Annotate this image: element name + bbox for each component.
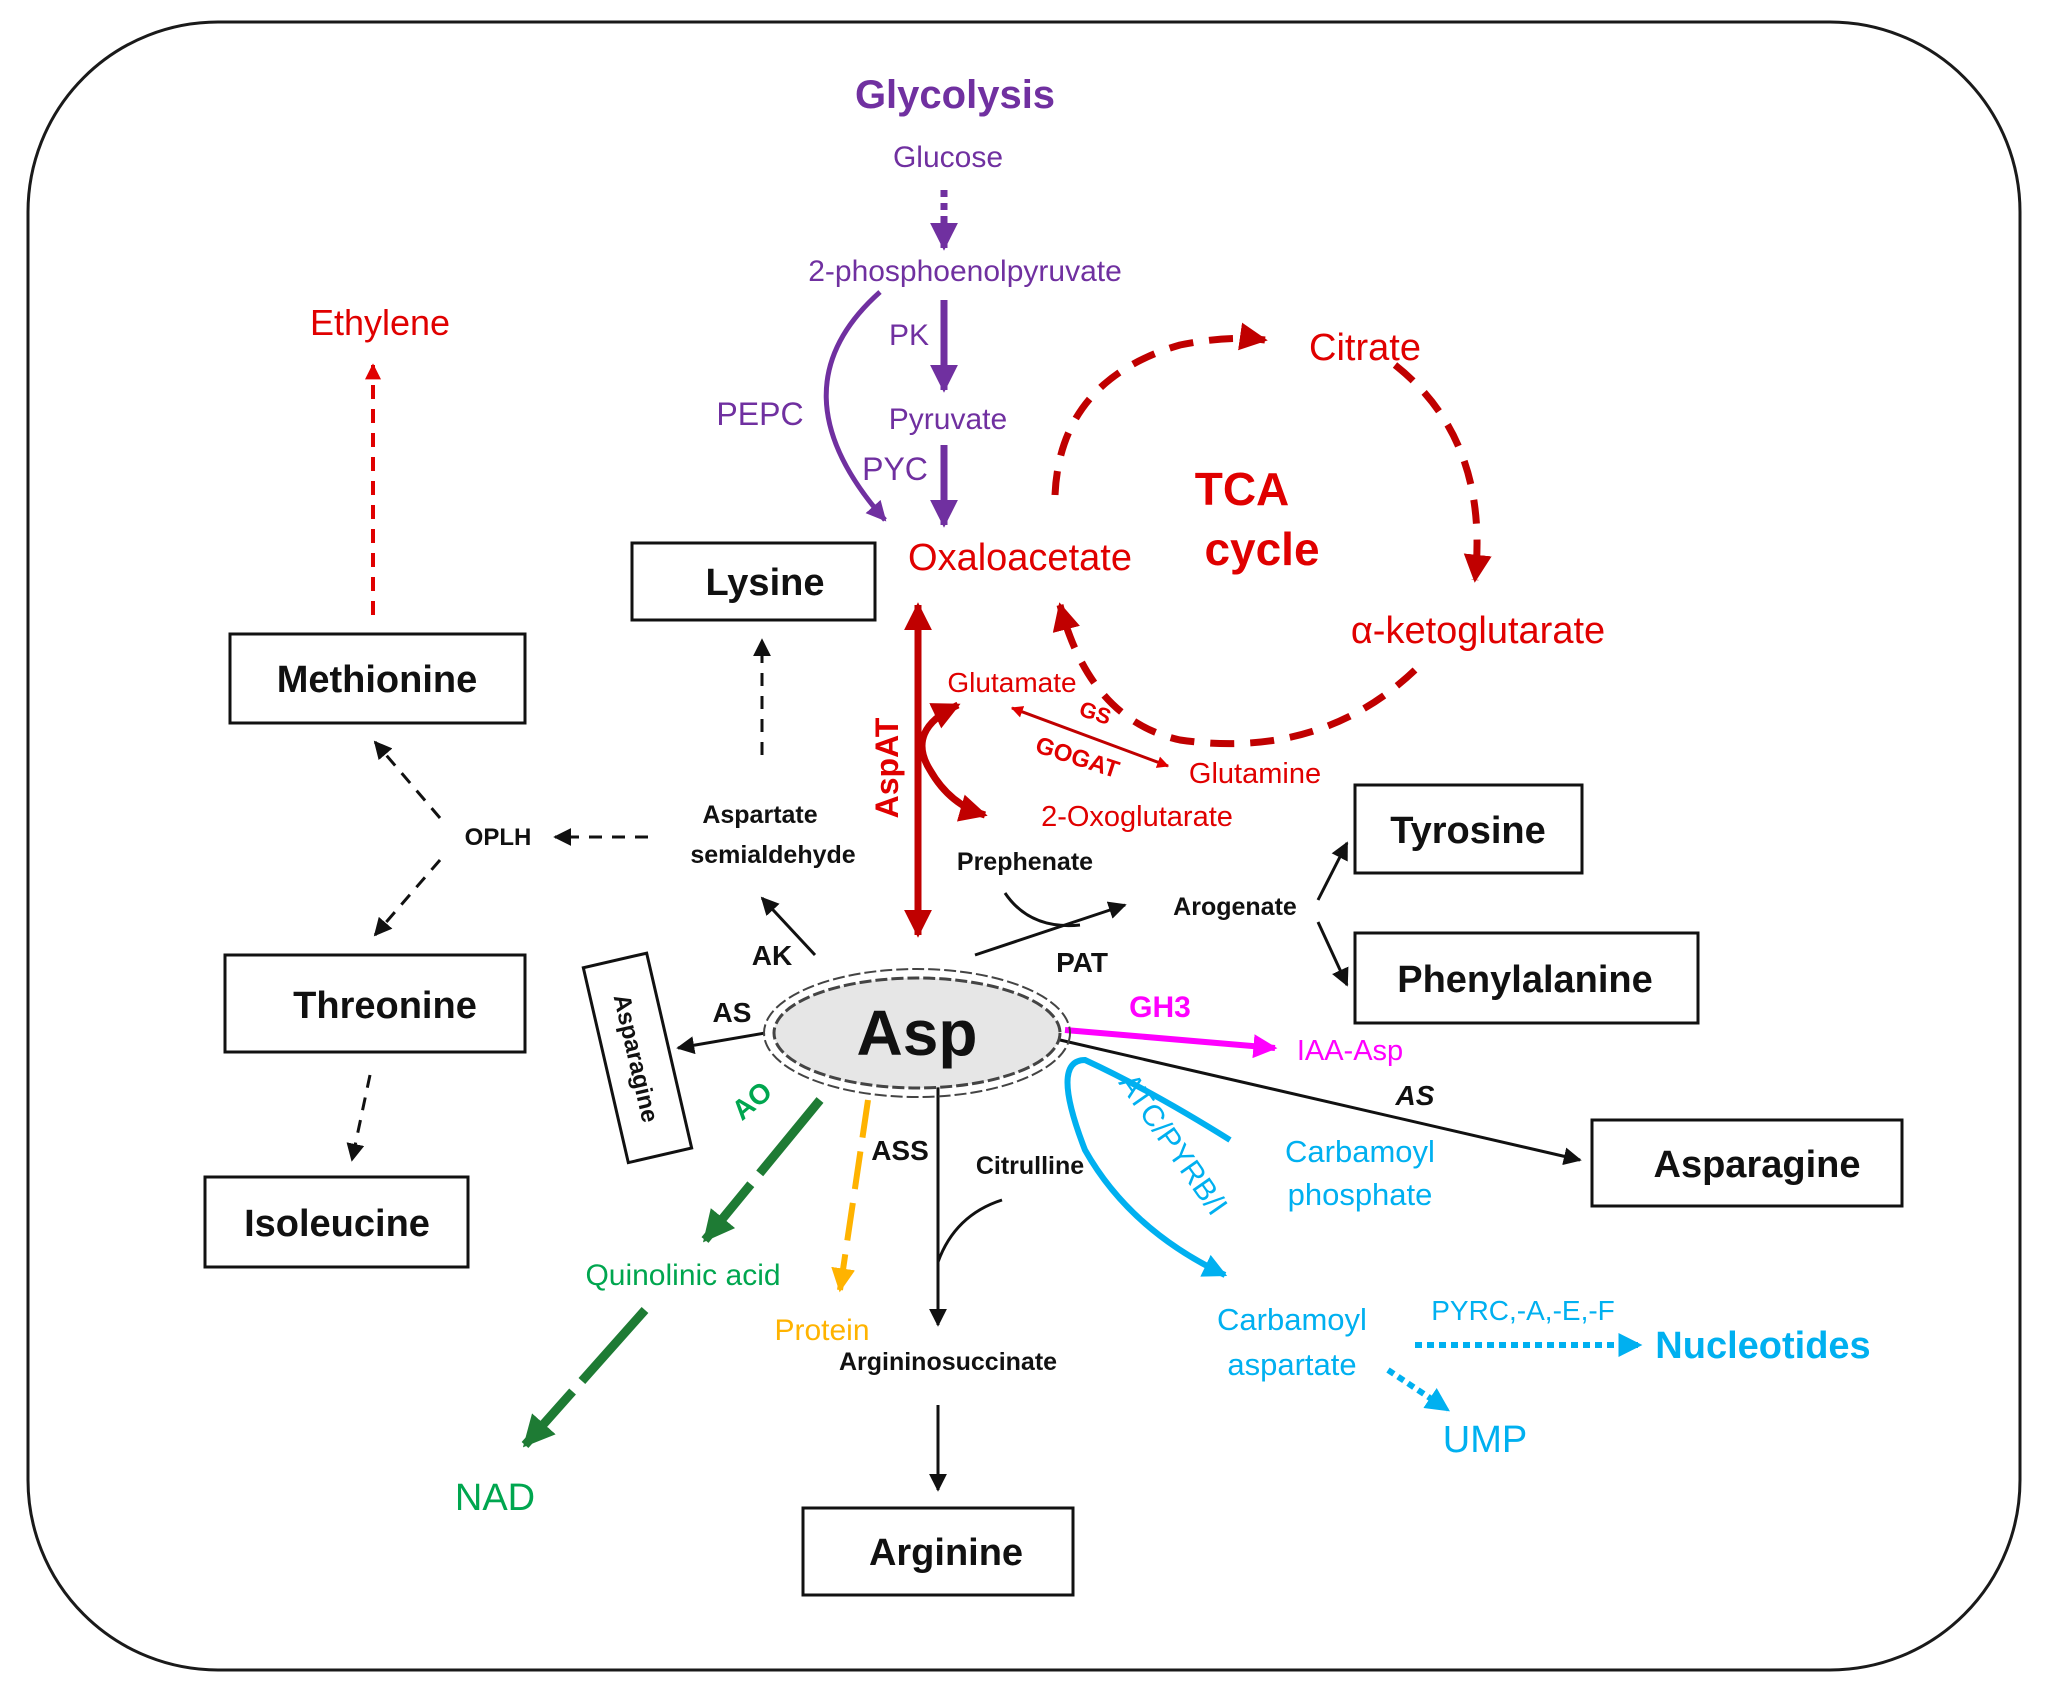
protein-label: Protein bbox=[774, 1314, 869, 1347]
oxaloacetate-label: Oxaloacetate bbox=[908, 537, 1132, 579]
arginine-box bbox=[801, 1506, 1075, 1597]
gh3-label: GH3 bbox=[1129, 991, 1191, 1024]
isoleucine-label: Isoleucine bbox=[244, 1203, 430, 1245]
oxoglutarate-label: 2-Oxoglutarate bbox=[1041, 801, 1233, 833]
citrulline-label: Citrulline bbox=[976, 1152, 1084, 1180]
arrow-citrulline bbox=[936, 1198, 1003, 1263]
arrow-oplh-methionine bbox=[373, 740, 442, 819]
methionine-label: Methionine bbox=[277, 659, 478, 701]
phenylalanine-box bbox=[1353, 931, 1700, 1025]
threonine-label: Threonine bbox=[293, 985, 477, 1027]
ak-label: AK bbox=[752, 940, 792, 971]
pk-label: PK bbox=[889, 319, 929, 352]
arrow-asp-asparagine-left bbox=[676, 1031, 766, 1055]
arrow-asp-asparagine-right bbox=[1059, 1038, 1582, 1166]
quinolinic-label: Quinolinic acid bbox=[585, 1259, 780, 1292]
as-left-label: AS bbox=[713, 997, 752, 1028]
asparagine-vertical-box bbox=[581, 951, 694, 1165]
arrow-glutamate-oxoglutarate bbox=[918, 701, 988, 822]
akg-label: α-ketoglutarate bbox=[1351, 610, 1605, 652]
ass-label: ASS bbox=[871, 1135, 929, 1166]
iaa-asp-label: IAA-Asp bbox=[1297, 1035, 1403, 1067]
oplh-label: OPLH bbox=[465, 824, 532, 851]
pyruvate-label: Pyruvate bbox=[889, 403, 1007, 436]
lysine-box bbox=[630, 541, 877, 622]
as-right-label: AS bbox=[1395, 1080, 1435, 1111]
carbamoyl-aspartate-line2: aspartate bbox=[1227, 1347, 1356, 1382]
asp-node bbox=[772, 976, 1062, 1090]
ao-label: AO bbox=[726, 1075, 778, 1126]
arrow-pepc bbox=[823, 290, 887, 522]
asparagine-label: Asparagine bbox=[1654, 1144, 1861, 1186]
tca-label-line1: TCA bbox=[1195, 463, 1290, 515]
tca-arc-to-citrate bbox=[1051, 322, 1268, 496]
asa-label-line2: semialdehyde bbox=[690, 841, 855, 869]
ump-label: UMP bbox=[1443, 1419, 1527, 1461]
glucose-label: Glucose bbox=[893, 141, 1003, 174]
arrow-asp-quinolinic bbox=[701, 1097, 824, 1243]
tca-arc-akg-oaa bbox=[1052, 602, 1418, 748]
arginine-label: Arginine bbox=[869, 1532, 1023, 1574]
tyrosine-box bbox=[1353, 783, 1584, 875]
arrow-prephenate-pat bbox=[1003, 892, 1081, 928]
citrate-label: Citrate bbox=[1309, 327, 1421, 369]
glycolysis-title: Glycolysis bbox=[855, 73, 1055, 117]
arrow-gs-gogat bbox=[1010, 706, 1170, 768]
arrow-carbamoyl-ump bbox=[1386, 1367, 1450, 1413]
lysine-label: Lysine bbox=[706, 562, 825, 604]
arrow-arogenate-phenylalanine bbox=[1316, 921, 1349, 987]
glutamate-label: Glutamate bbox=[947, 667, 1076, 698]
arrow-oplh-threonine bbox=[373, 859, 442, 937]
carbamoyl-phosphate-line1: Carbamoyl bbox=[1285, 1134, 1435, 1169]
carbamoyl-phosphate-line2: phosphate bbox=[1288, 1177, 1433, 1212]
arrow-arogenate-tyrosine bbox=[1316, 841, 1349, 901]
ethylene-label: Ethylene bbox=[310, 302, 450, 343]
argininosuccinate-label: Argininosuccinate bbox=[839, 1348, 1057, 1376]
pyc-label: PYC bbox=[862, 451, 928, 487]
methionine-box bbox=[228, 632, 527, 725]
gogat-label: GOGAT bbox=[1032, 732, 1123, 784]
asp-label: Asp bbox=[857, 997, 978, 1069]
nad-label: NAD bbox=[455, 1477, 535, 1519]
aspat-label: AspAT bbox=[869, 717, 905, 818]
carbamoyl-aspartate-line1: Carbamoyl bbox=[1217, 1302, 1367, 1337]
glutamine-label: Glutamine bbox=[1189, 758, 1321, 790]
tca-label-line2: cycle bbox=[1204, 523, 1319, 575]
arrow-asp-arogenate bbox=[974, 901, 1127, 957]
phenylalanine-label: Phenylalanine bbox=[1397, 959, 1653, 1001]
prephenate-label: Prephenate bbox=[957, 848, 1093, 876]
isoleucine-box bbox=[203, 1175, 470, 1269]
arogenate-label: Arogenate bbox=[1173, 893, 1297, 921]
pep-label: 2-phosphoenolpyruvate bbox=[808, 255, 1122, 288]
tca-arc-citrate-akg bbox=[1392, 362, 1492, 583]
pat-label: PAT bbox=[1056, 947, 1108, 978]
pepc-label: PEPC bbox=[716, 396, 803, 432]
arrow-quinolinic-nad bbox=[521, 1307, 649, 1448]
tyrosine-label: Tyrosine bbox=[1390, 810, 1546, 852]
arrow-asp-asa bbox=[760, 896, 817, 957]
arrow-asp-protein bbox=[831, 1099, 871, 1293]
nucleotides-label: Nucleotides bbox=[1655, 1325, 1870, 1367]
threonine-box bbox=[223, 953, 527, 1054]
asa-label-line1: Aspartate bbox=[702, 801, 817, 829]
asp-node-outer-ring bbox=[763, 968, 1071, 1098]
cell-frame bbox=[26, 20, 2022, 1672]
arrow-atc bbox=[1064, 1056, 1232, 1278]
atc-label: ATC/PYRB/I bbox=[1112, 1068, 1233, 1222]
arrow-gh3 bbox=[1064, 1027, 1278, 1059]
pyrc-label: PYRC,-A,-E,-F bbox=[1431, 1295, 1615, 1326]
asparagine-box bbox=[1590, 1118, 1904, 1208]
arrow-threonine-isoleucine bbox=[346, 1074, 372, 1162]
